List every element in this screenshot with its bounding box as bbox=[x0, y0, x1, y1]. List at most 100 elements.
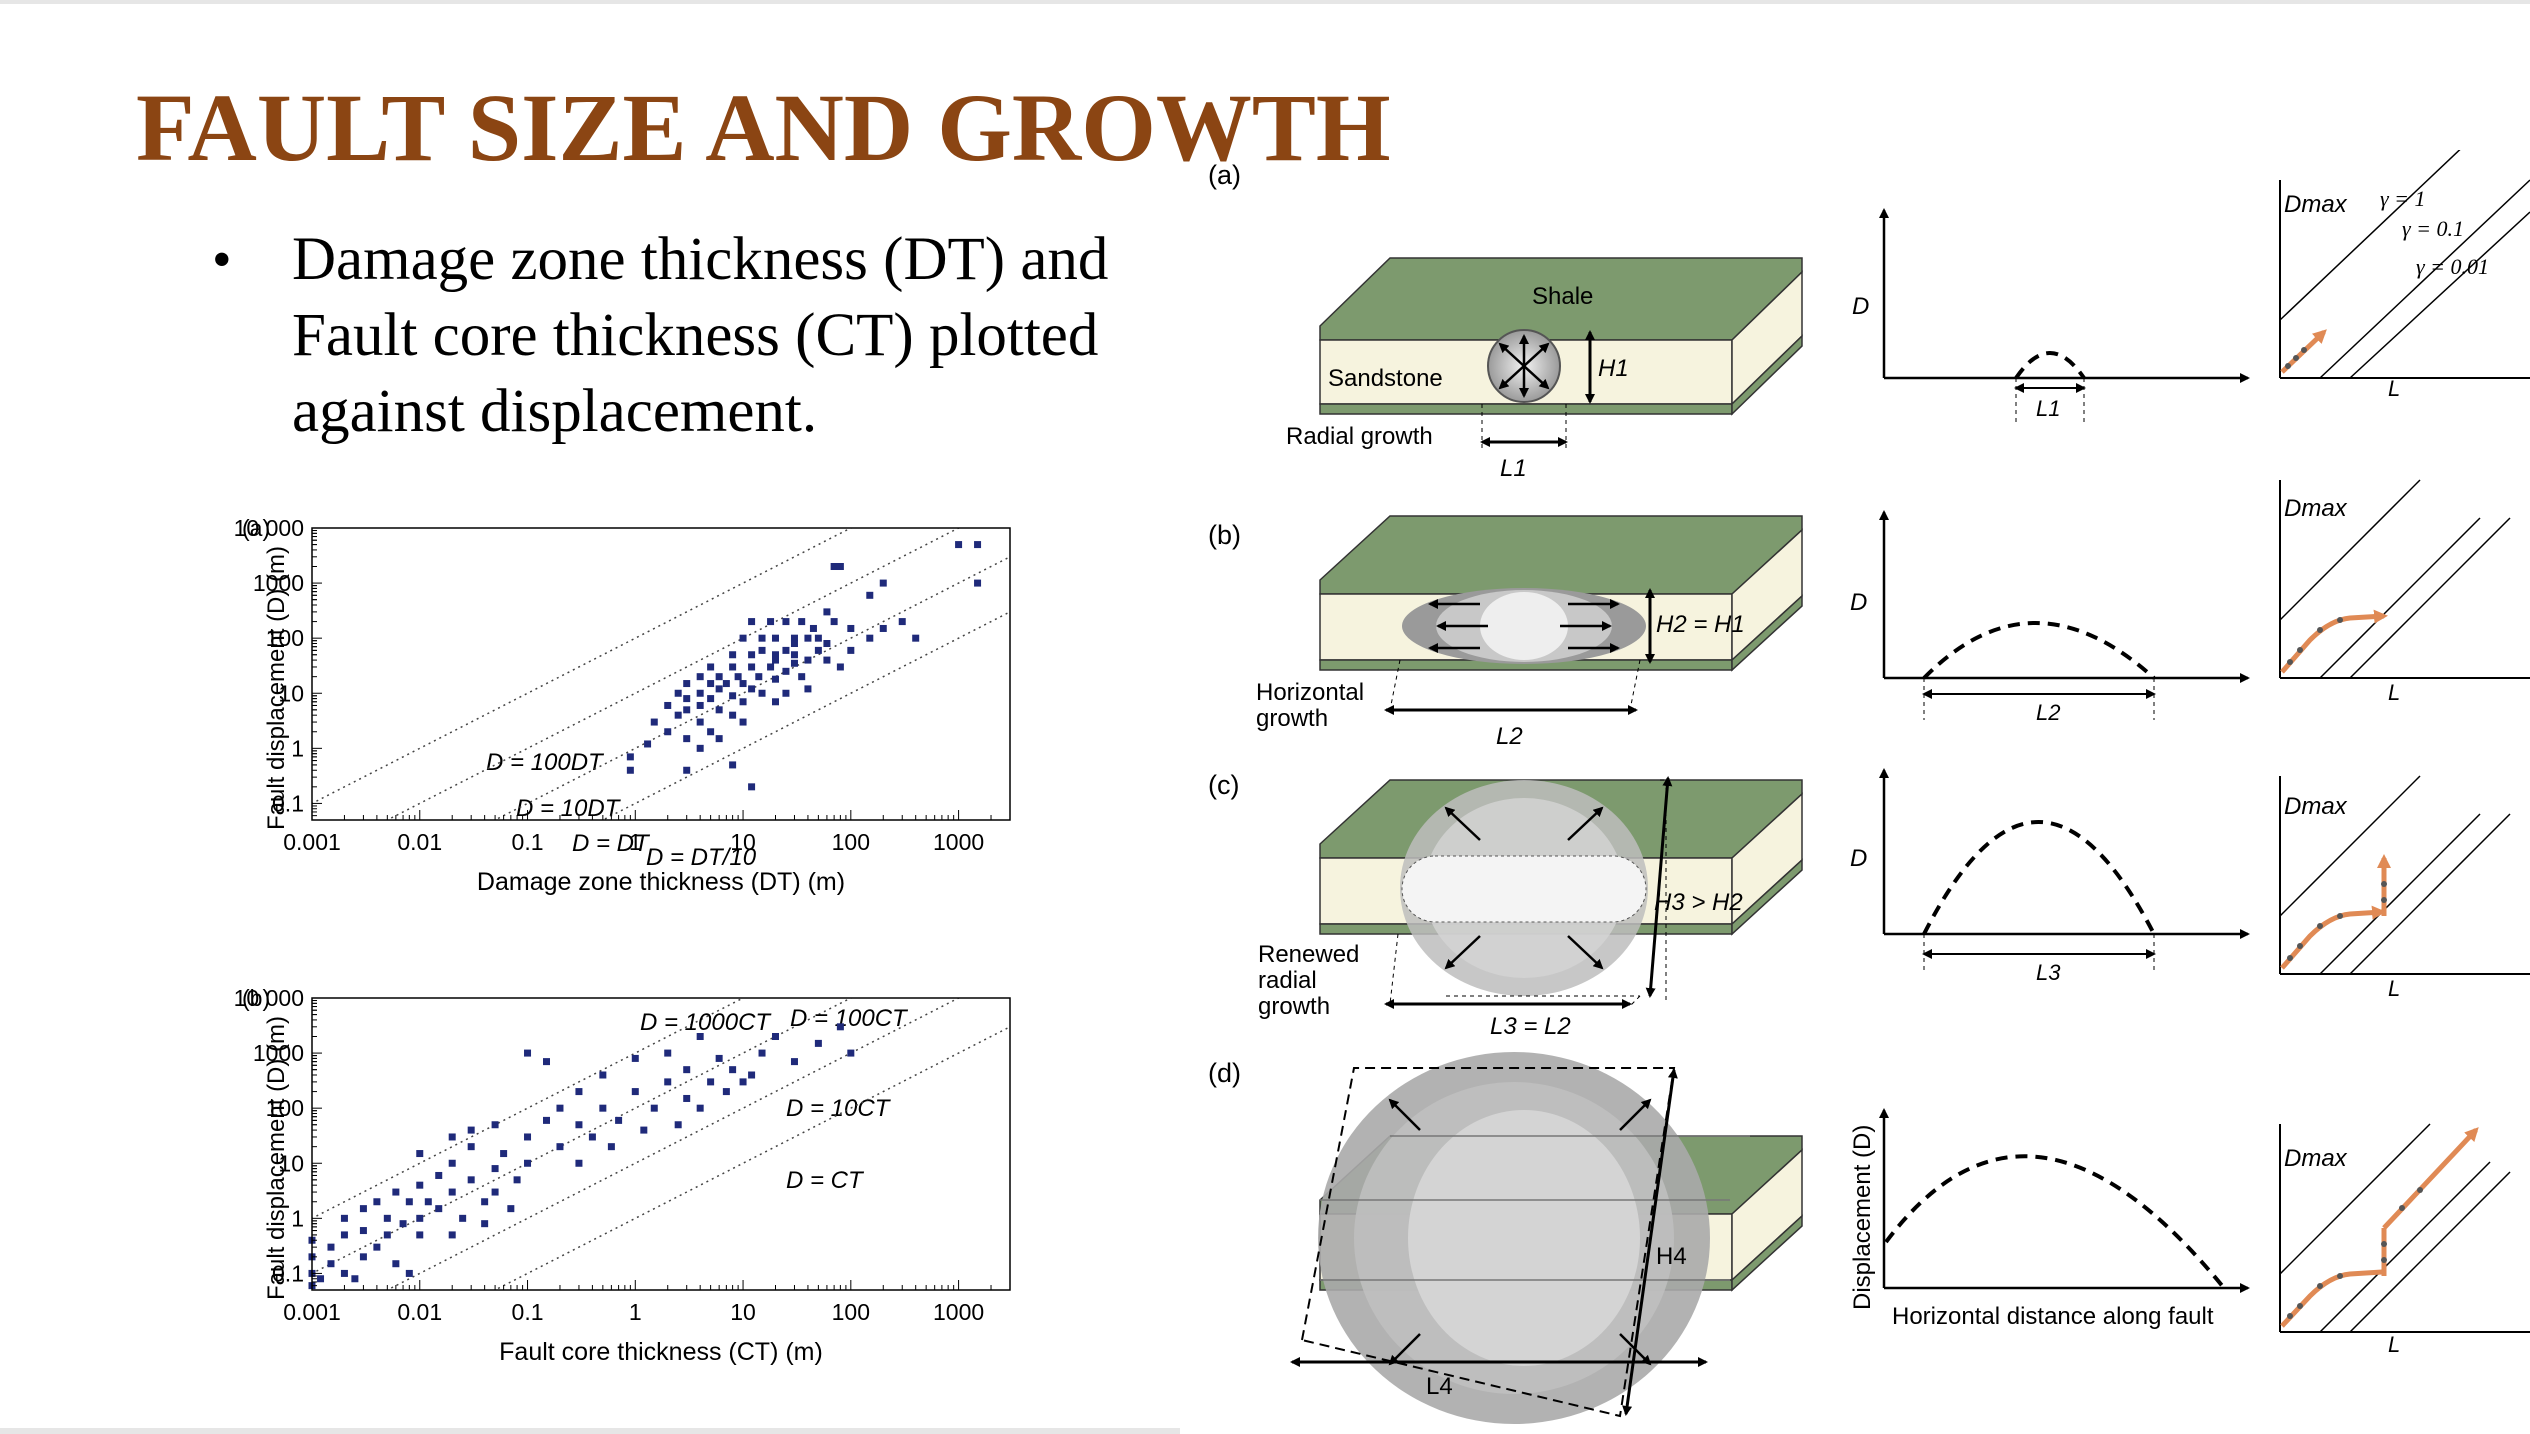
data-point bbox=[459, 1214, 467, 1222]
h3-label: H3 > H2 bbox=[1654, 889, 1743, 916]
data-point bbox=[715, 1054, 723, 1062]
data-point bbox=[804, 634, 812, 642]
ratio-line bbox=[601, 611, 1010, 820]
data-point bbox=[448, 1133, 456, 1141]
plot-frame bbox=[311, 527, 1011, 821]
y-tick-label: 0.1 bbox=[272, 790, 304, 816]
data-point bbox=[524, 1049, 532, 1057]
data-point bbox=[707, 680, 715, 688]
data-point bbox=[771, 698, 779, 706]
data-point bbox=[771, 651, 779, 659]
y-tick-label: 1000 bbox=[253, 570, 304, 596]
data-point bbox=[696, 744, 704, 752]
panel-c: (c) H3 > H2 Renewed radial growth L3 = L… bbox=[1208, 768, 2530, 1040]
data-point bbox=[790, 1058, 798, 1066]
data-point bbox=[575, 1159, 583, 1167]
data-point bbox=[467, 1143, 475, 1151]
data-point bbox=[823, 640, 831, 648]
data-point bbox=[327, 1243, 335, 1251]
data-point bbox=[696, 701, 704, 709]
ratio-line-label: D = DT bbox=[572, 830, 651, 857]
gamma-0-1: γ = 0.1 bbox=[2402, 216, 2464, 241]
x-tick-label: 1 bbox=[629, 829, 642, 855]
data-point bbox=[722, 1088, 730, 1096]
y-tick-label: 10 000 bbox=[234, 515, 304, 541]
data-point bbox=[674, 1121, 682, 1129]
h1-label: H1 bbox=[1598, 355, 1629, 382]
data-point bbox=[879, 624, 887, 632]
data-point bbox=[467, 1126, 475, 1134]
data-point bbox=[748, 783, 756, 791]
data-point bbox=[405, 1269, 413, 1277]
y-tick-label: 100 bbox=[266, 625, 304, 651]
data-point bbox=[359, 1227, 367, 1235]
data-point bbox=[467, 1176, 475, 1184]
data-point bbox=[696, 673, 704, 681]
l4-label: L4 bbox=[1426, 1373, 1453, 1400]
panel-b: (b) H2 = H1 Horizontal growth L2 D L2 bbox=[1208, 479, 2530, 750]
ratio-line-label: D = 100CT bbox=[790, 1005, 909, 1032]
data-point bbox=[416, 1150, 424, 1158]
data-point bbox=[836, 663, 844, 671]
x-tick-label: 10 bbox=[730, 829, 756, 855]
data-point bbox=[448, 1188, 456, 1196]
data-point bbox=[405, 1198, 413, 1206]
x-tick-label: 10 bbox=[730, 1299, 756, 1325]
data-point bbox=[836, 1023, 844, 1031]
dmax-a: Dmax bbox=[2284, 191, 2348, 218]
data-point bbox=[866, 591, 874, 599]
data-point bbox=[416, 1214, 424, 1222]
data-point bbox=[696, 689, 704, 697]
data-point bbox=[696, 718, 704, 726]
data-point bbox=[823, 656, 831, 664]
data-point bbox=[748, 651, 756, 659]
data-point bbox=[758, 646, 766, 654]
y-tick-label: 100 bbox=[266, 1095, 304, 1121]
data-point bbox=[830, 618, 838, 626]
y-tick-label: 1000 bbox=[253, 1040, 304, 1066]
data-point bbox=[435, 1205, 443, 1213]
data-point bbox=[707, 663, 715, 671]
ratio-line-label: D = CT bbox=[786, 1167, 865, 1194]
data-point bbox=[758, 634, 766, 642]
data-point bbox=[707, 695, 715, 703]
h4-label: H4 bbox=[1656, 1243, 1687, 1270]
data-point bbox=[644, 740, 652, 748]
bullet-line-2: Fault core thickness (CT) plotted bbox=[292, 302, 1099, 369]
data-point bbox=[898, 618, 906, 626]
data-point bbox=[599, 1071, 607, 1079]
data-point bbox=[823, 608, 831, 616]
chart-damage-zone: D = 100DT D = 10DT D = DTD = DT/10 0.001 0.0… bbox=[234, 515, 1011, 896]
data-point bbox=[847, 1049, 855, 1057]
x-tick-label: 0.1 bbox=[512, 829, 544, 855]
data-point bbox=[847, 624, 855, 632]
data-point bbox=[729, 711, 737, 719]
graph-a-y-label: D bbox=[1852, 293, 1869, 320]
data-point bbox=[696, 1033, 704, 1041]
y-tick-label: 10 000 bbox=[234, 985, 304, 1011]
data-point bbox=[758, 1049, 766, 1057]
data-point bbox=[650, 1104, 658, 1112]
data-point bbox=[847, 646, 855, 654]
data-point bbox=[543, 1058, 551, 1066]
horizontal-growth-l2: growth bbox=[1256, 705, 1328, 732]
gamma-1: γ = 1 bbox=[2380, 186, 2426, 211]
data-point bbox=[491, 1121, 499, 1129]
data-point bbox=[879, 579, 887, 587]
x-tick-label: 0.01 bbox=[397, 829, 442, 855]
dmax-d: Dmax bbox=[2284, 1145, 2348, 1172]
data-point bbox=[683, 1094, 691, 1102]
data-point bbox=[782, 689, 790, 697]
data-point bbox=[683, 706, 691, 714]
data-point bbox=[416, 1181, 424, 1189]
data-point bbox=[729, 692, 737, 700]
data-point bbox=[739, 634, 747, 642]
data-point bbox=[481, 1220, 489, 1228]
ratio-line-label: D = DT/10 bbox=[646, 844, 757, 871]
data-point bbox=[507, 1205, 515, 1213]
data-point bbox=[664, 1049, 672, 1057]
slide-title: FAULT SIZE AND GROWTH bbox=[136, 74, 1391, 181]
data-point bbox=[392, 1260, 400, 1268]
renewed-growth-l2: radial bbox=[1258, 967, 1317, 994]
x-tick-label: 0.001 bbox=[283, 829, 341, 855]
